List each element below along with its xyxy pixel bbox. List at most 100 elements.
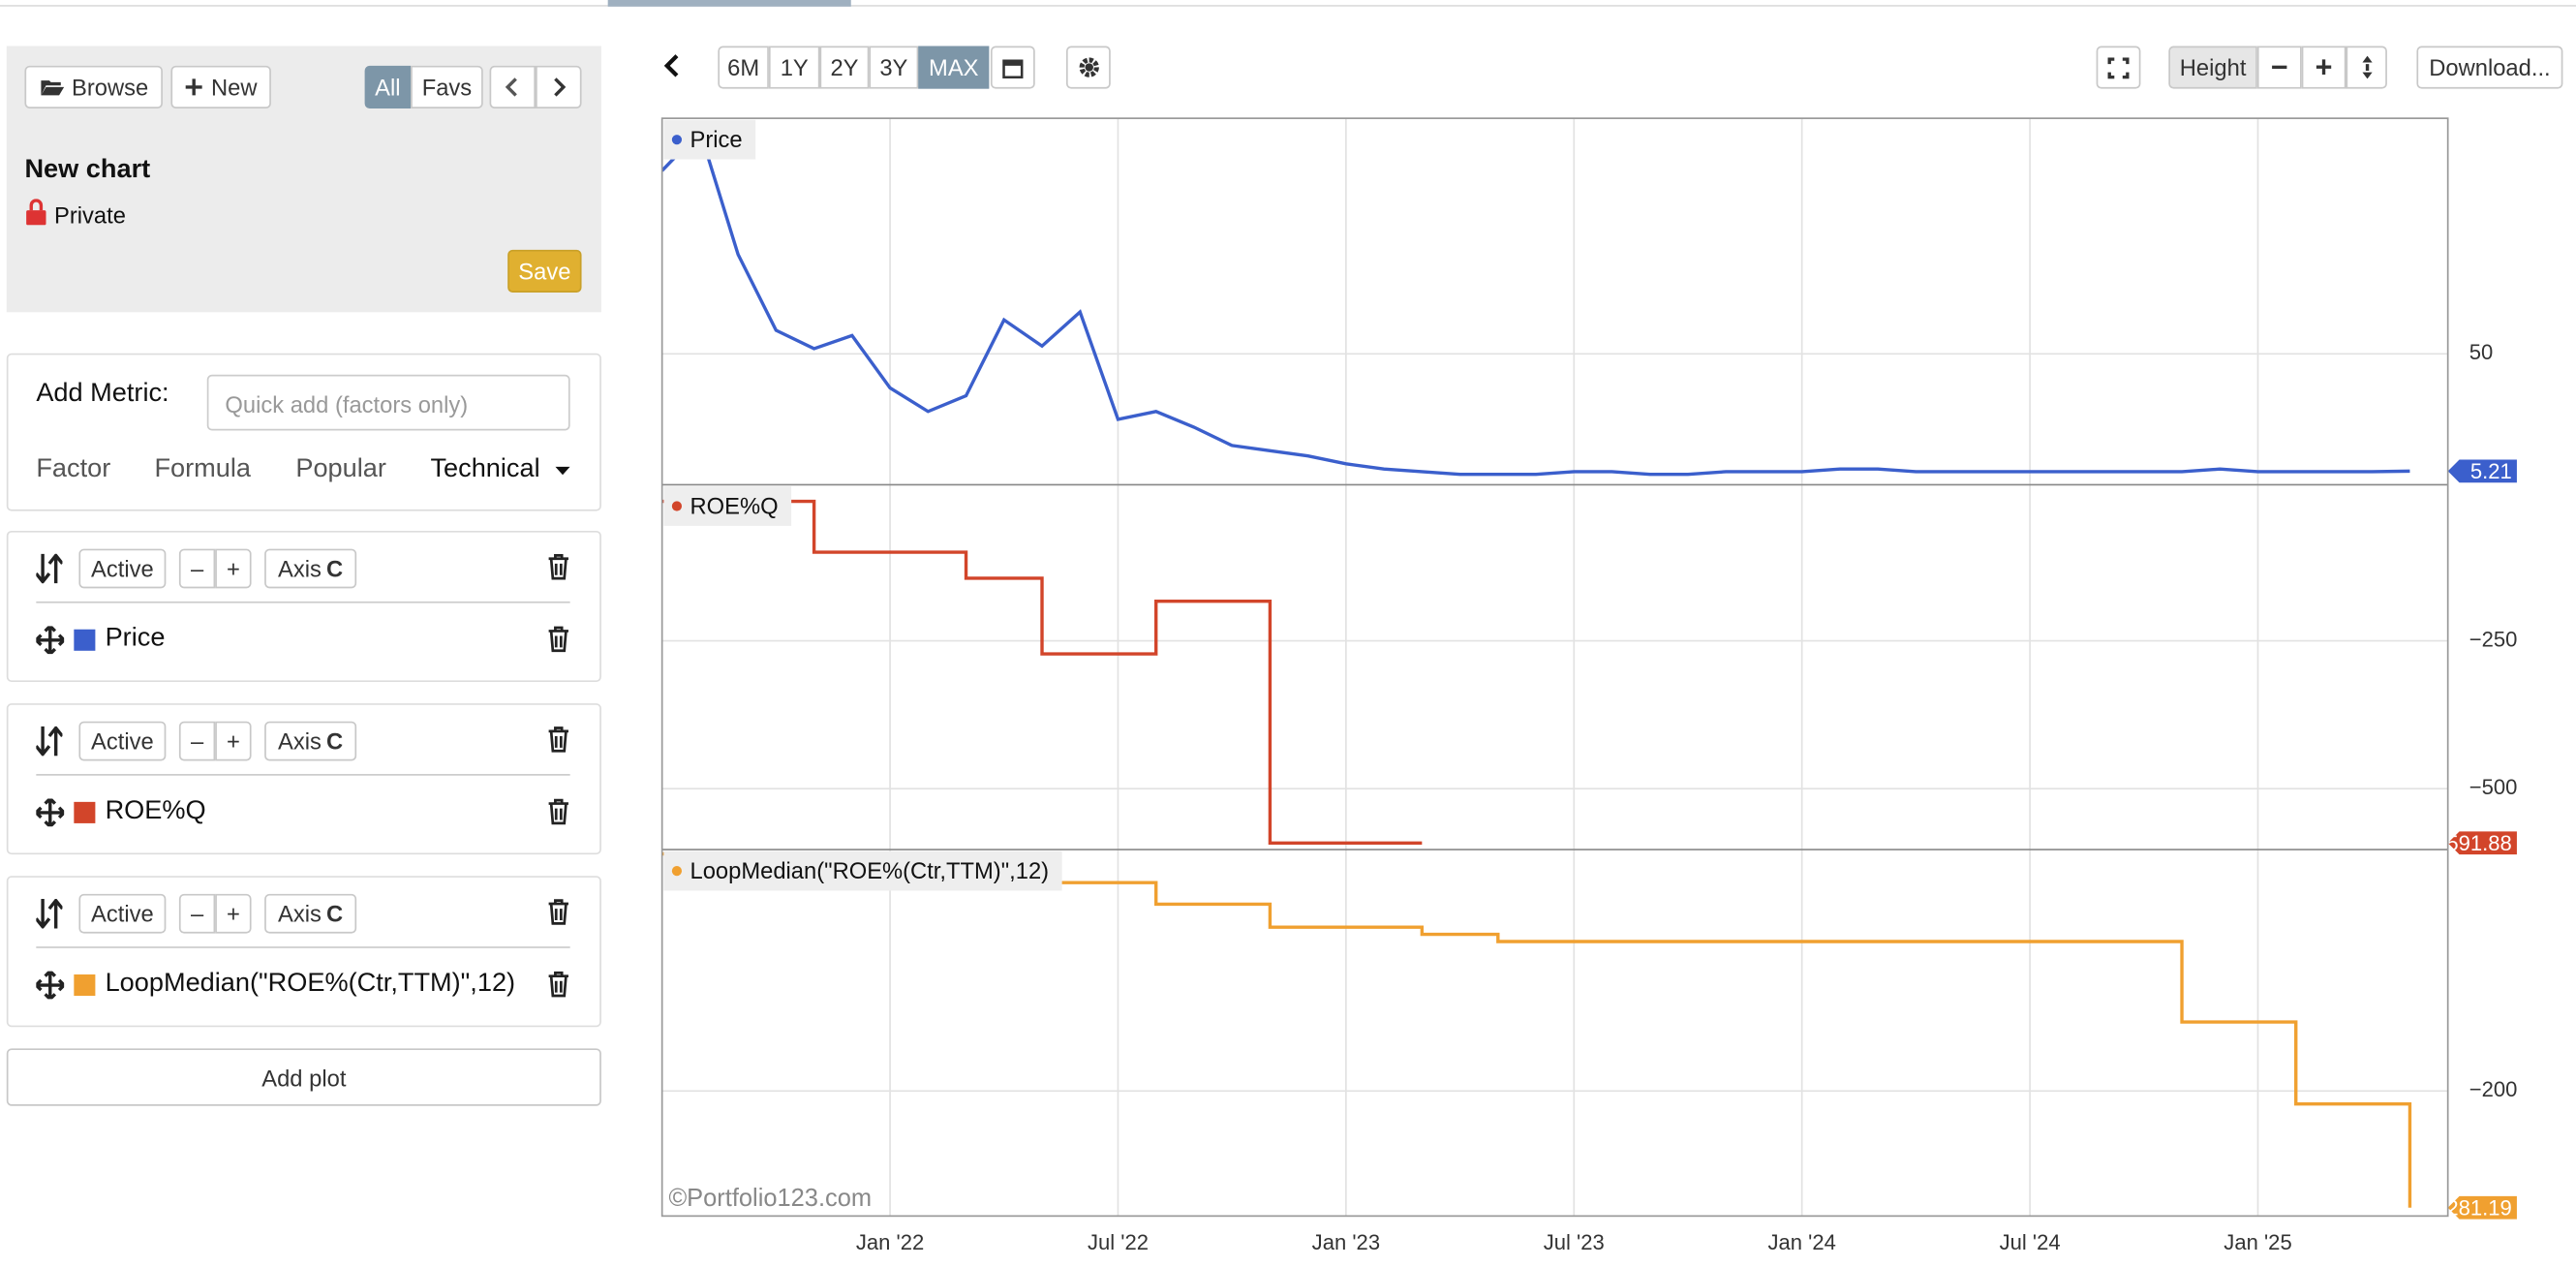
last-value-badge: [2447, 459, 2517, 483]
x-tick-label: Jul '23: [1544, 1230, 1605, 1254]
range-button[interactable]: 2Y: [819, 46, 870, 89]
next-button[interactable]: [536, 65, 582, 108]
chart-name: New chart: [24, 156, 151, 185]
prev-button[interactable]: [489, 65, 537, 108]
order-down[interactable]: –: [178, 721, 216, 761]
divider: [36, 774, 570, 776]
height-decrease[interactable]: −: [2256, 46, 2302, 89]
axis-label: Axis: [278, 555, 322, 582]
plot-frame: [660, 117, 2449, 1218]
caret-icon: [555, 466, 570, 476]
browse-button[interactable]: Browse: [24, 65, 163, 108]
range-button[interactable]: MAX: [918, 46, 990, 89]
legend-dot: [671, 866, 683, 877]
sort-icon: [36, 553, 63, 584]
legend: Price: [663, 119, 756, 160]
sort-icon: [36, 726, 63, 757]
height-increase[interactable]: +: [2301, 46, 2346, 89]
x-tick-label: Jul '22: [1088, 1230, 1149, 1254]
delete-icon: [548, 971, 568, 998]
move-icon: [36, 798, 65, 827]
order-up[interactable]: +: [215, 893, 252, 934]
settings-button[interactable]: [1065, 46, 1111, 89]
add-metric-panel: [6, 353, 601, 511]
last-value-badge: [2447, 831, 2517, 855]
order-down[interactable]: –: [178, 893, 216, 934]
metric-tab[interactable]: Popular: [295, 454, 386, 483]
axis-value: C: [326, 900, 344, 927]
order-down[interactable]: –: [178, 548, 216, 589]
expand-icon: [2107, 56, 2130, 78]
status-button[interactable]: Active: [78, 548, 167, 589]
legend-dot: [671, 501, 683, 511]
metric-color: [74, 801, 96, 823]
metric-tab[interactable]: Formula: [154, 454, 252, 483]
last-value-label: −591.88: [2435, 831, 2512, 855]
save-button[interactable]: Save: [507, 249, 582, 293]
y-tick-label: 50: [2469, 340, 2494, 364]
metric-name: Price: [105, 624, 166, 653]
metric-color: [74, 973, 96, 997]
drag-icon: [2361, 55, 2372, 79]
download-button[interactable]: Download...: [2416, 46, 2563, 89]
height-drag[interactable]: [2346, 46, 2387, 89]
metric-tab[interactable]: Factor: [36, 454, 111, 483]
new-label: New: [210, 74, 258, 101]
x-tick-label: Jan '25: [2223, 1230, 2291, 1254]
top-rule: [0, 5, 2576, 7]
range-button[interactable]: 3Y: [869, 46, 919, 89]
y-tick-label: −200: [2469, 1077, 2518, 1101]
filter-button[interactable]: Favs: [411, 65, 483, 108]
axis-button[interactable]: Axis C: [264, 893, 357, 934]
axis-value: C: [326, 727, 344, 755]
order-up[interactable]: +: [215, 548, 252, 589]
axis-button[interactable]: Axis C: [264, 548, 357, 589]
legend-bg: [663, 486, 792, 526]
x-tick-label: Jan '24: [1767, 1230, 1835, 1254]
chevron-left: [505, 77, 517, 97]
delete-icon: [548, 899, 568, 925]
range-button[interactable]: 6M: [718, 46, 769, 89]
x-tick-label: Jan '23: [1312, 1230, 1380, 1254]
metric-color: [74, 629, 96, 651]
x-tick-label: Jan '22: [856, 1230, 924, 1254]
quick-add-input[interactable]: Quick add (factors only): [206, 374, 570, 431]
x-tick-label: Jul '24: [2000, 1230, 2061, 1254]
range-button[interactable]: 1Y: [768, 46, 820, 89]
lock-icon: [26, 199, 46, 226]
legend-label: ROE%Q: [690, 493, 779, 519]
order-up[interactable]: +: [215, 721, 252, 761]
series-line: [661, 128, 2410, 477]
legend: LoopMedian("ROE%(Ctr,TTM)",12): [663, 850, 1062, 891]
fullscreen-button[interactable]: [2096, 46, 2141, 89]
move-icon: [36, 971, 65, 1000]
legend-dot: [671, 135, 683, 145]
metric-name: ROE%Q: [105, 796, 206, 825]
status-button[interactable]: Active: [78, 893, 167, 934]
calendar-button[interactable]: [990, 46, 1035, 89]
y-tick-label: −500: [2469, 775, 2518, 799]
series-line: [661, 499, 1423, 845]
metric-name: LoopMedian("ROE%(Ctr,TTM)",12): [105, 969, 516, 998]
add-plot-button[interactable]: Add plot: [6, 1048, 601, 1106]
collapse-button[interactable]: [660, 52, 684, 78]
delete-icon: [548, 554, 568, 580]
y-tick-label: −250: [2469, 627, 2518, 651]
legend-label: Price: [690, 127, 743, 153]
move-icon: [36, 626, 65, 655]
series-line: [661, 851, 2412, 1208]
chevron-right: [554, 77, 567, 97]
status-button[interactable]: Active: [78, 721, 167, 761]
calendar-icon: [1002, 58, 1024, 78]
delete-icon: [548, 726, 568, 753]
axis-button[interactable]: Axis C: [264, 721, 357, 761]
axis-value: C: [326, 555, 344, 582]
axis-label: Axis: [278, 727, 322, 755]
metric-tab[interactable]: Technical: [430, 454, 540, 483]
last-value-badge: [2447, 1195, 2517, 1220]
filter-button[interactable]: All: [364, 65, 412, 108]
new-button[interactable]: New: [170, 65, 271, 108]
